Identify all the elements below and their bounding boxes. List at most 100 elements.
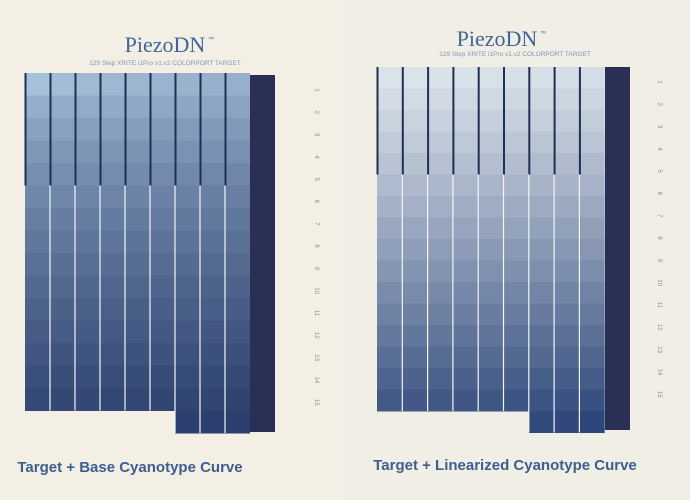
patch: [579, 67, 605, 89]
row-label: 9: [656, 259, 662, 263]
patch: [225, 343, 250, 366]
patch: [478, 389, 504, 412]
patch: [579, 153, 605, 175]
patch: [50, 253, 75, 276]
patch: [225, 118, 250, 141]
patch: [528, 260, 555, 283]
subtitle: 129 Step XRITE i1Pro v1.v2 COLORPORT TAR…: [439, 51, 591, 58]
patch: [427, 88, 453, 111]
row-label: 5: [656, 170, 662, 174]
patch: [579, 88, 605, 111]
patch: [427, 303, 453, 326]
patch: [125, 343, 150, 366]
patch: [503, 174, 529, 197]
patch: [200, 185, 225, 209]
patch: [150, 118, 175, 141]
patch: [402, 131, 428, 154]
patch: [75, 118, 100, 141]
patch: [50, 140, 75, 164]
row-label: 1: [313, 88, 319, 92]
patch: [200, 253, 225, 276]
row-label: 11: [313, 310, 319, 317]
patch: [225, 185, 250, 209]
patch: [427, 368, 453, 390]
patch: [75, 230, 100, 254]
patch: [554, 325, 580, 347]
row-label: 4: [656, 147, 662, 151]
patch: [150, 163, 175, 186]
patch: [554, 303, 580, 326]
title: PiezoDN: [125, 32, 206, 57]
patch: [427, 110, 453, 132]
patch: [50, 118, 75, 141]
patch: [75, 343, 100, 366]
patch: [225, 275, 250, 299]
patch: [554, 174, 580, 197]
row-label: 9: [313, 267, 319, 271]
patch: [150, 140, 175, 164]
patch: [125, 73, 150, 96]
patch: [427, 389, 453, 412]
patch: [150, 253, 175, 276]
patch: [100, 320, 125, 344]
patch: [554, 67, 580, 89]
patch: [402, 346, 428, 369]
patch: [503, 303, 529, 326]
patch: [150, 365, 175, 389]
row-label: 10: [313, 287, 319, 294]
patch: [452, 260, 479, 283]
patch: [175, 163, 200, 186]
patch: [478, 174, 504, 197]
patch: [175, 208, 200, 231]
patch: [579, 346, 605, 369]
patch: [528, 67, 555, 89]
patch: [25, 365, 50, 389]
patch: [377, 110, 403, 132]
patch: [50, 388, 75, 411]
patch: [402, 239, 428, 261]
patch: [427, 153, 453, 175]
patch: [402, 260, 428, 283]
patch: [200, 118, 225, 141]
patch: [503, 196, 529, 218]
patch: [50, 320, 75, 344]
row-label: 15: [656, 391, 662, 398]
patch: [175, 320, 200, 344]
row-label: 8: [313, 244, 319, 248]
patch: [100, 388, 125, 411]
patch: [200, 275, 225, 299]
patch: [100, 365, 125, 389]
patch: [100, 118, 125, 141]
patch: [579, 368, 605, 390]
dark-strip: [250, 75, 275, 432]
row-label: 14: [313, 377, 319, 384]
patch: [452, 110, 479, 132]
patch: [427, 217, 453, 240]
patch: [100, 140, 125, 164]
row-label: 1: [656, 80, 662, 84]
patch: [150, 343, 175, 366]
row-label: 2: [313, 111, 319, 115]
patch: [478, 217, 504, 240]
patch: [377, 196, 403, 218]
patch: [402, 303, 428, 326]
patch: [452, 368, 479, 390]
dark-strip: [605, 67, 630, 430]
patch: [200, 230, 225, 254]
patch: [579, 325, 605, 347]
patch: [554, 131, 580, 154]
patch: [150, 185, 175, 209]
patch: [125, 163, 150, 186]
patch: [402, 282, 428, 304]
patch: [200, 388, 225, 411]
patch: [75, 163, 100, 186]
patch: [427, 282, 453, 304]
trademark: ™: [208, 36, 214, 43]
patch: [125, 275, 150, 299]
patch: [225, 230, 250, 254]
patch: [377, 260, 403, 283]
patch: [150, 208, 175, 231]
patch: [427, 325, 453, 347]
patch: [452, 325, 479, 347]
